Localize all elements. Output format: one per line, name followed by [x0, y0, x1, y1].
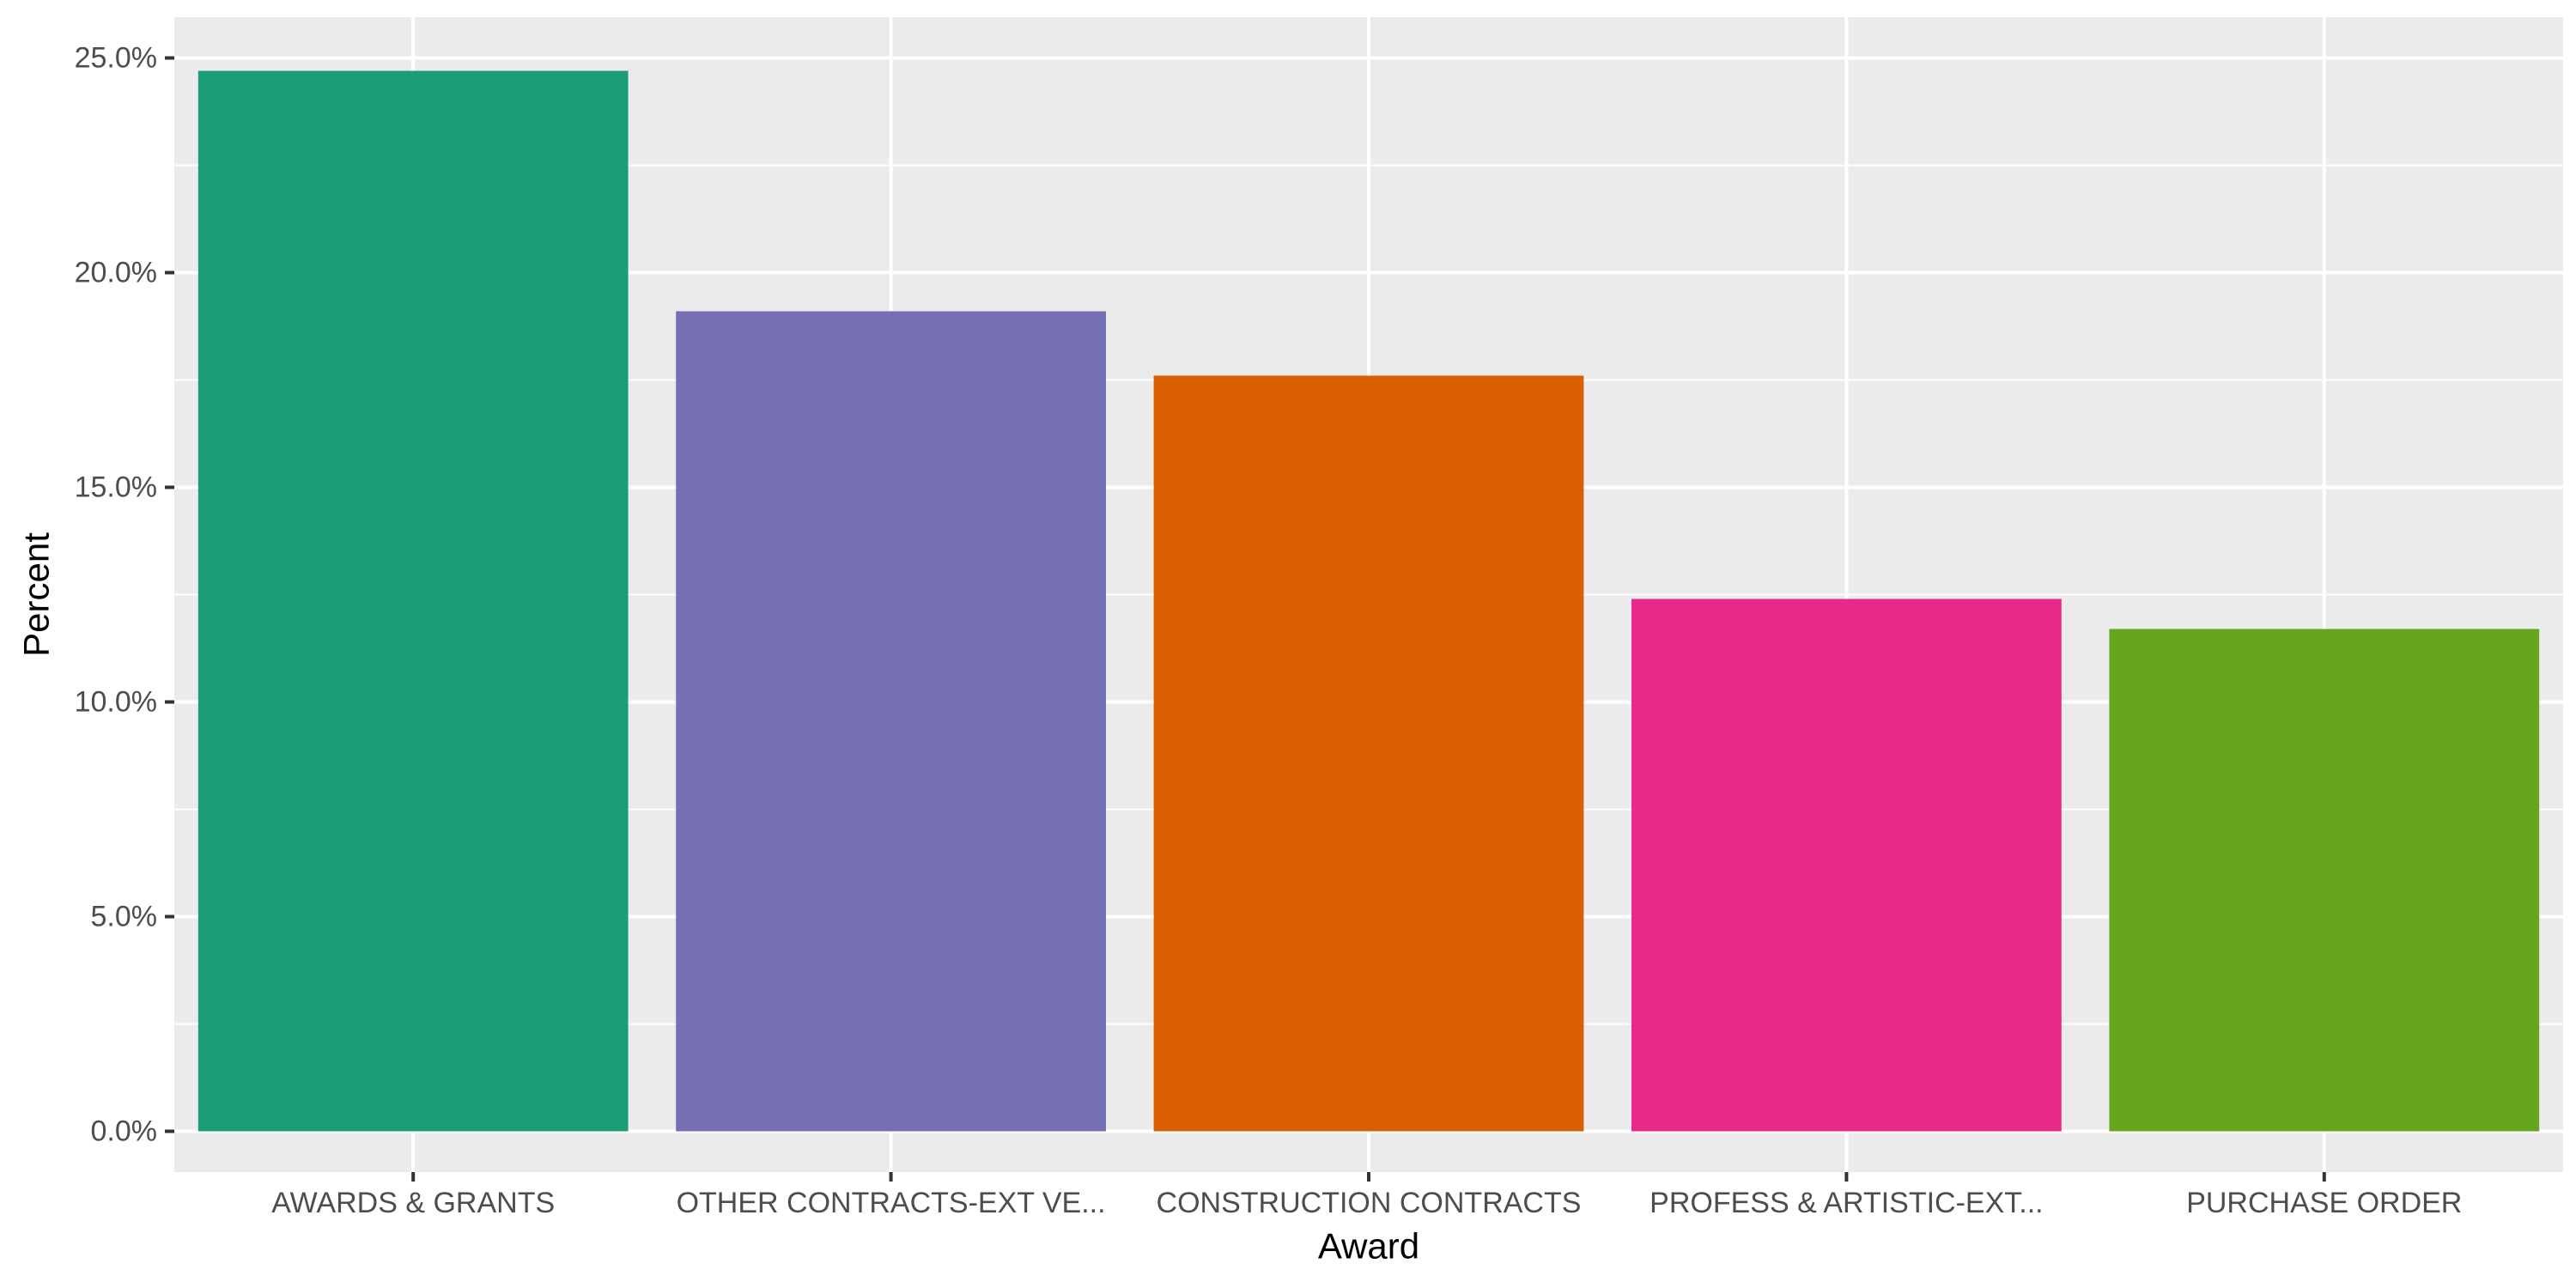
x-axis-title: Award: [1318, 1226, 1419, 1267]
y-tick-label: 15.0%: [75, 471, 157, 504]
y-axis: 0.0% 5.0% 10.0% 15.0% 20.0% 25.0%: [75, 42, 174, 1148]
bar: [676, 311, 1106, 1132]
y-tick-label: 20.0%: [75, 257, 157, 289]
bar: [197, 70, 629, 1132]
x-tick-label: AWARDS & GRANTS: [271, 1187, 555, 1219]
x-tick-label: CONSTRUCTION CONTRACTS: [1157, 1187, 1582, 1219]
bars: [197, 70, 2540, 1132]
y-tick-label: 10.0%: [75, 686, 157, 719]
x-axis: AWARDS & GRANTS OTHER CONTRACTS-EXT VE...…: [271, 1172, 2462, 1219]
bar: [2109, 629, 2540, 1132]
y-tick-label: 0.0%: [91, 1115, 158, 1148]
bar: [1631, 598, 2062, 1132]
x-tick-label: PROFESS & ARTISTIC-EXT...: [1649, 1187, 2043, 1219]
x-tick-label: OTHER CONTRACTS-EXT VE...: [677, 1187, 1106, 1219]
y-tick-label: 5.0%: [91, 901, 158, 933]
y-tick-label: 25.0%: [75, 42, 157, 75]
y-axis-title: Percent: [16, 532, 57, 657]
x-tick-label: PURCHASE ORDER: [2186, 1187, 2462, 1219]
bar: [1153, 375, 1584, 1132]
